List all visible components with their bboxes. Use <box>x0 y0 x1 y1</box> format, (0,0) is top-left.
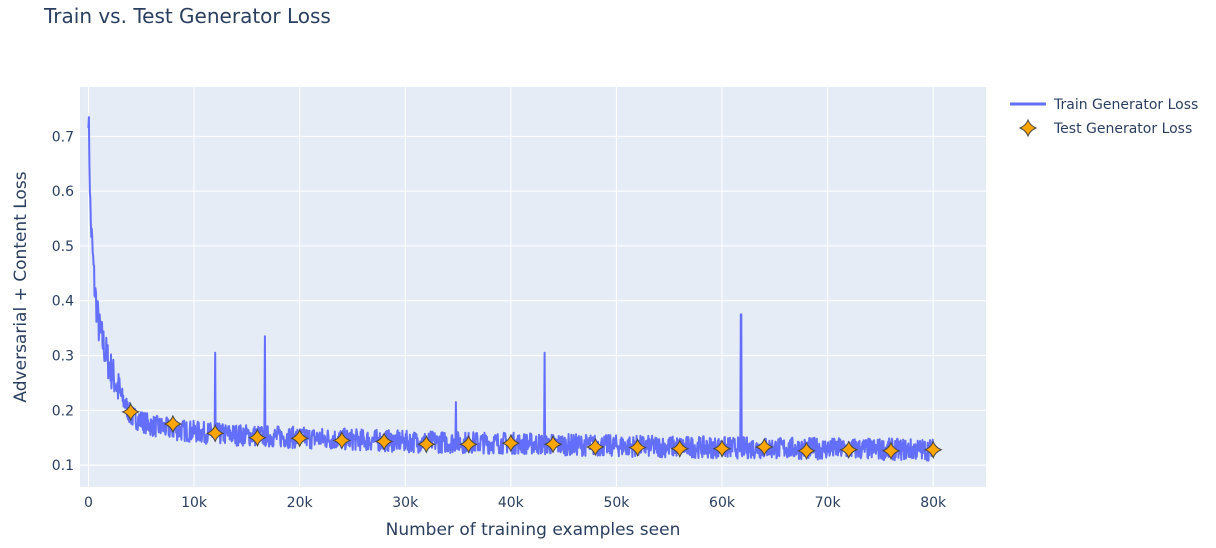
test-loss-point <box>248 428 267 448</box>
legend-item-train[interactable]: Train Generator Loss <box>1010 97 1198 113</box>
test-loss-point <box>923 440 943 460</box>
test-series-layer <box>121 402 943 461</box>
legend-test-label: Test Generator Loss <box>1053 121 1192 137</box>
legend: Train Generator Loss Test Generator Loss <box>1010 97 1198 138</box>
test-loss-point <box>332 431 352 450</box>
test-loss-point <box>459 434 478 454</box>
test-loss-point <box>121 402 141 422</box>
x-tick-label: 40k <box>498 495 525 511</box>
y-tick-label: 0.4 <box>52 294 74 310</box>
test-loss-point <box>585 437 605 457</box>
y-tick-label: 0.2 <box>52 403 74 419</box>
y-tick-label: 0.6 <box>52 184 74 200</box>
y-tick-label: 0.1 <box>52 458 74 474</box>
test-loss-point <box>754 437 774 457</box>
x-axis-title: Number of training examples seen <box>386 520 681 540</box>
test-loss-point <box>839 440 859 460</box>
test-loss-point <box>205 423 225 443</box>
test-loss-point <box>543 434 563 454</box>
x-tick-label: 10k <box>181 495 208 511</box>
x-tick-label: 0 <box>84 495 93 511</box>
test-loss-point <box>163 414 183 434</box>
test-loss-point <box>881 441 901 461</box>
plot-area <box>80 87 986 487</box>
x-tick-label: 20k <box>287 495 314 511</box>
test-loss-point <box>628 438 647 457</box>
test-loss-point <box>416 434 436 454</box>
axis-ticks: 0 10k 20k 30k 40k 50k 60k 70k 80k 0.1 0.2 0.3 0.4 0.5… <box>52 129 947 511</box>
x-tick-label: 80k <box>920 495 947 511</box>
test-loss-point <box>290 428 310 448</box>
grid-lines <box>80 87 986 487</box>
test-loss-point <box>712 439 732 459</box>
test-loss-point <box>670 439 690 459</box>
y-axis-title: Adversarial + Content Loss <box>11 171 31 402</box>
y-tick-label: 0.7 <box>52 129 74 145</box>
legend-item-test[interactable]: Test Generator Loss <box>1018 118 1192 138</box>
x-tick-label: 70k <box>815 495 842 511</box>
x-tick-label: 30k <box>392 495 419 511</box>
legend-train-label: Train Generator Loss <box>1053 97 1198 113</box>
y-tick-label: 0.3 <box>52 348 74 364</box>
test-loss-point <box>797 441 816 461</box>
x-tick-label: 60k <box>709 495 736 511</box>
y-tick-label: 0.5 <box>52 239 74 255</box>
x-tick-label: 50k <box>603 495 630 511</box>
test-loss-point <box>374 432 394 451</box>
legend-test-swatch <box>1018 118 1038 138</box>
test-loss-point <box>501 433 521 453</box>
chart-title: Train vs. Test Generator Loss <box>43 4 331 28</box>
